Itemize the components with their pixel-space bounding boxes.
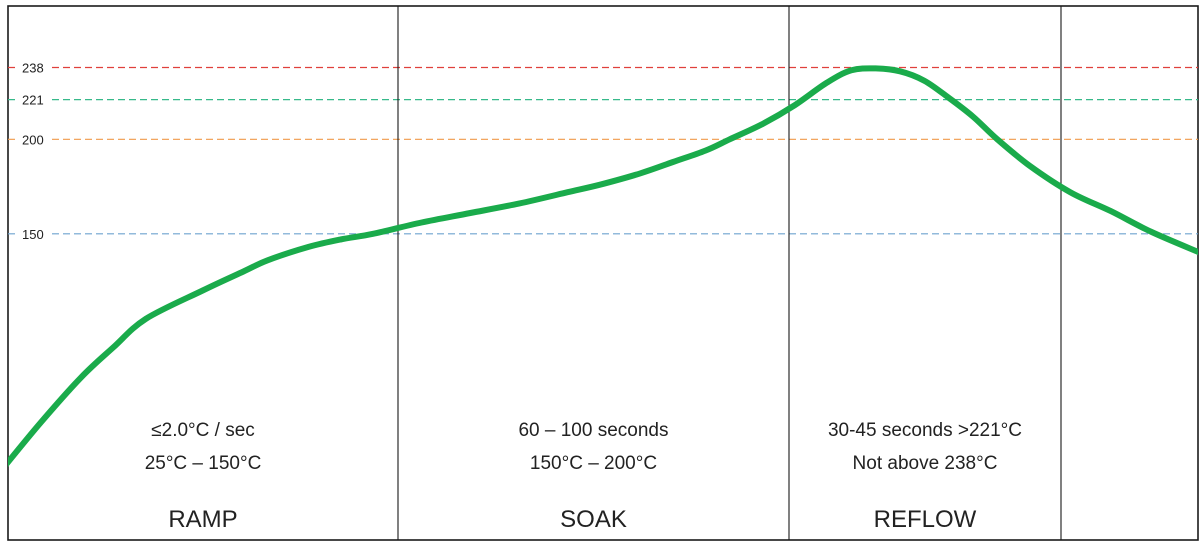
y-tick-label: 238 [22,60,44,75]
phase-name: SOAK [560,506,627,533]
phase-dividers [397,6,1062,540]
tick-label-backdrop [16,58,48,77]
tick-label-backdrop [16,130,48,149]
phase-name: REFLOW [874,506,977,533]
phase-condition-text: 30-45 seconds >221°C [828,420,1022,441]
y-tick-label: 221 [22,93,44,108]
plot-frame [7,5,1199,541]
phase-name: RAMP [168,506,237,533]
phase-range-text: Not above 238°C [853,453,998,474]
tick-label-backdrop [16,224,48,243]
phase-condition-text: 60 – 100 seconds [518,420,668,441]
temperature-curve [8,65,1198,467]
y-tick-label: 150 [22,227,44,242]
phase-range-text: 25°C – 150°C [145,453,262,474]
temperature-curve-layer [8,65,1198,467]
phase-range-text: 150°C – 200°C [530,453,657,474]
tick-label-backdrop [16,90,48,109]
phase-labels: ≤2.0°C / sec 25°C – 150°C RAMP 60 – 100 sec… [145,420,1022,533]
phase-condition-text: ≤2.0°C / sec [151,420,255,441]
y-tick-label: 200 [22,132,44,147]
